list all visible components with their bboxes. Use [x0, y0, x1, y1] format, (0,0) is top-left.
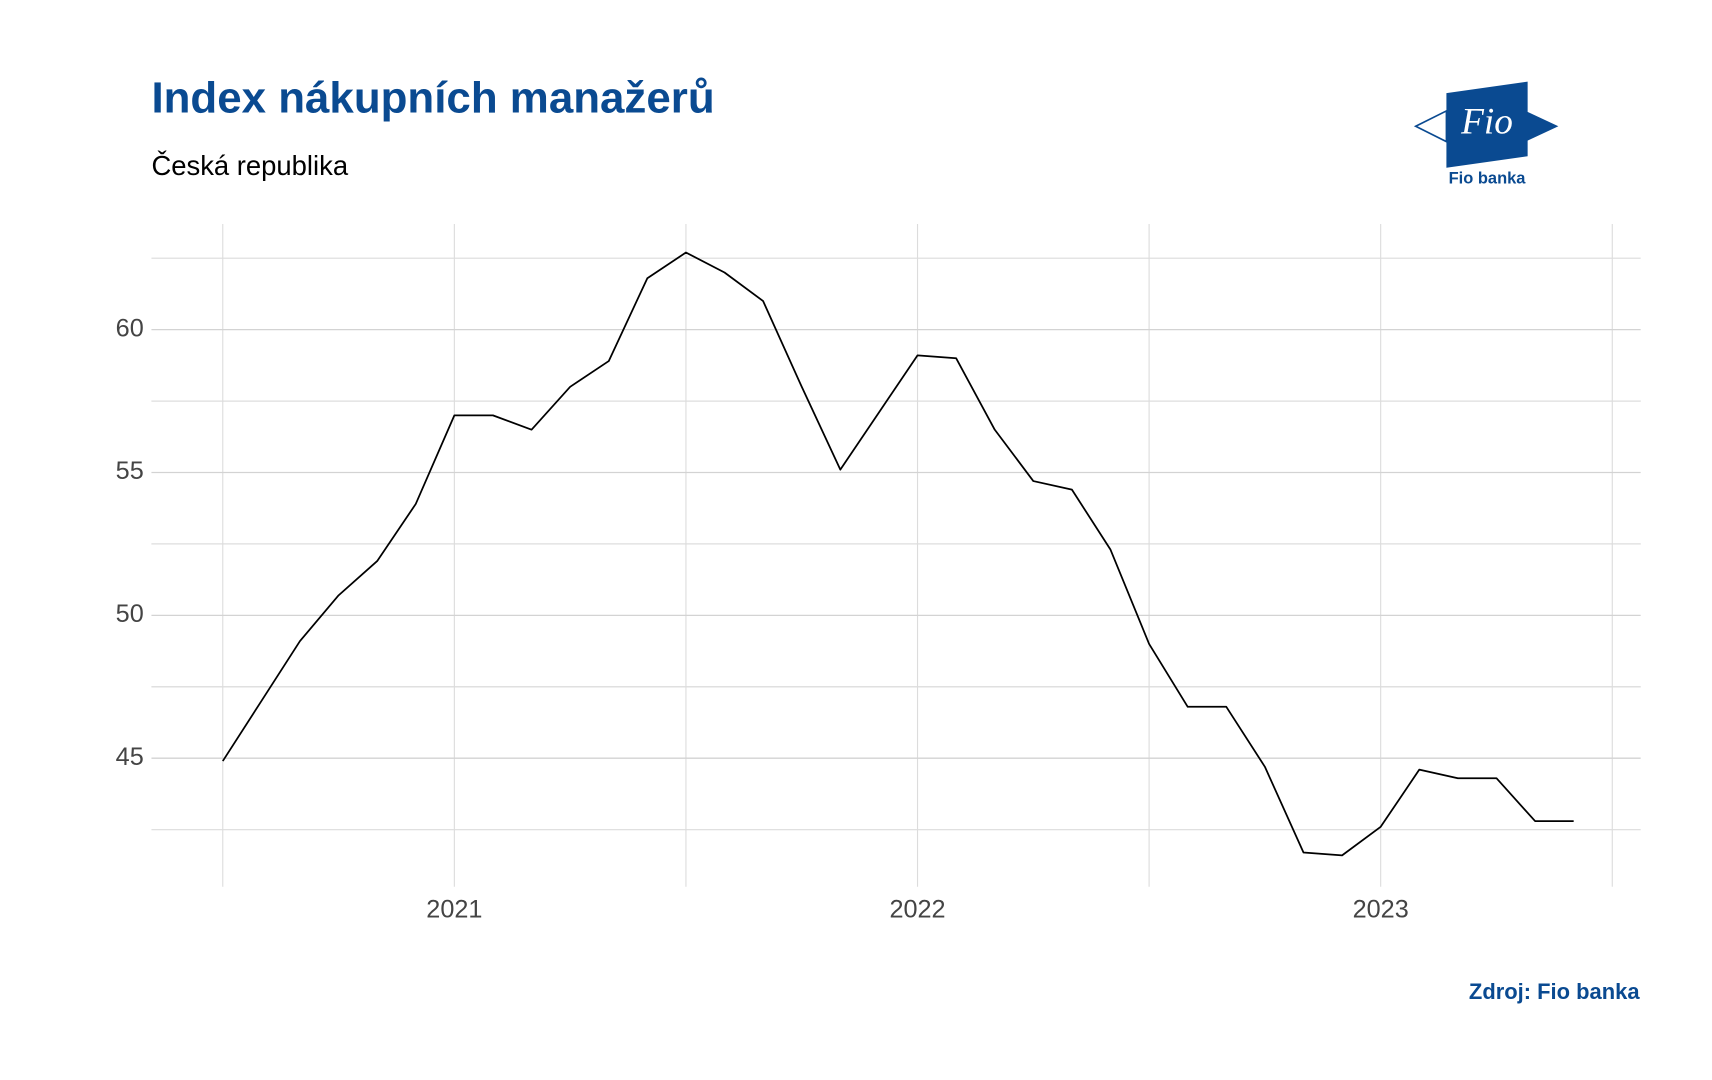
x-tick-label: 2023 [1353, 896, 1409, 924]
y-tick-label: 45 [116, 743, 144, 771]
x-tick-label: 2022 [889, 896, 945, 924]
logo-name: Fio banka [1449, 169, 1527, 187]
line [222, 251, 1574, 857]
chart-subtitle: Česká republika [151, 150, 348, 181]
logo-shape [1446, 81, 1528, 168]
x-tick-label: 2021 [426, 896, 482, 924]
y-tick-label: 50 [116, 600, 144, 628]
y-tick-label: 55 [116, 457, 144, 485]
logo-mark: Fio [1460, 102, 1513, 143]
source: Zdroj: Fio banka [1469, 979, 1640, 1004]
y-tick-label: 60 [116, 314, 144, 342]
logo-shape [1525, 110, 1559, 142]
chart-title: Index nákupních manažerů [151, 74, 714, 123]
plot-area: 45 50 55 60 2021 2022 2023 [116, 223, 1641, 924]
logo: Fio Fio banka [1413, 81, 1559, 187]
